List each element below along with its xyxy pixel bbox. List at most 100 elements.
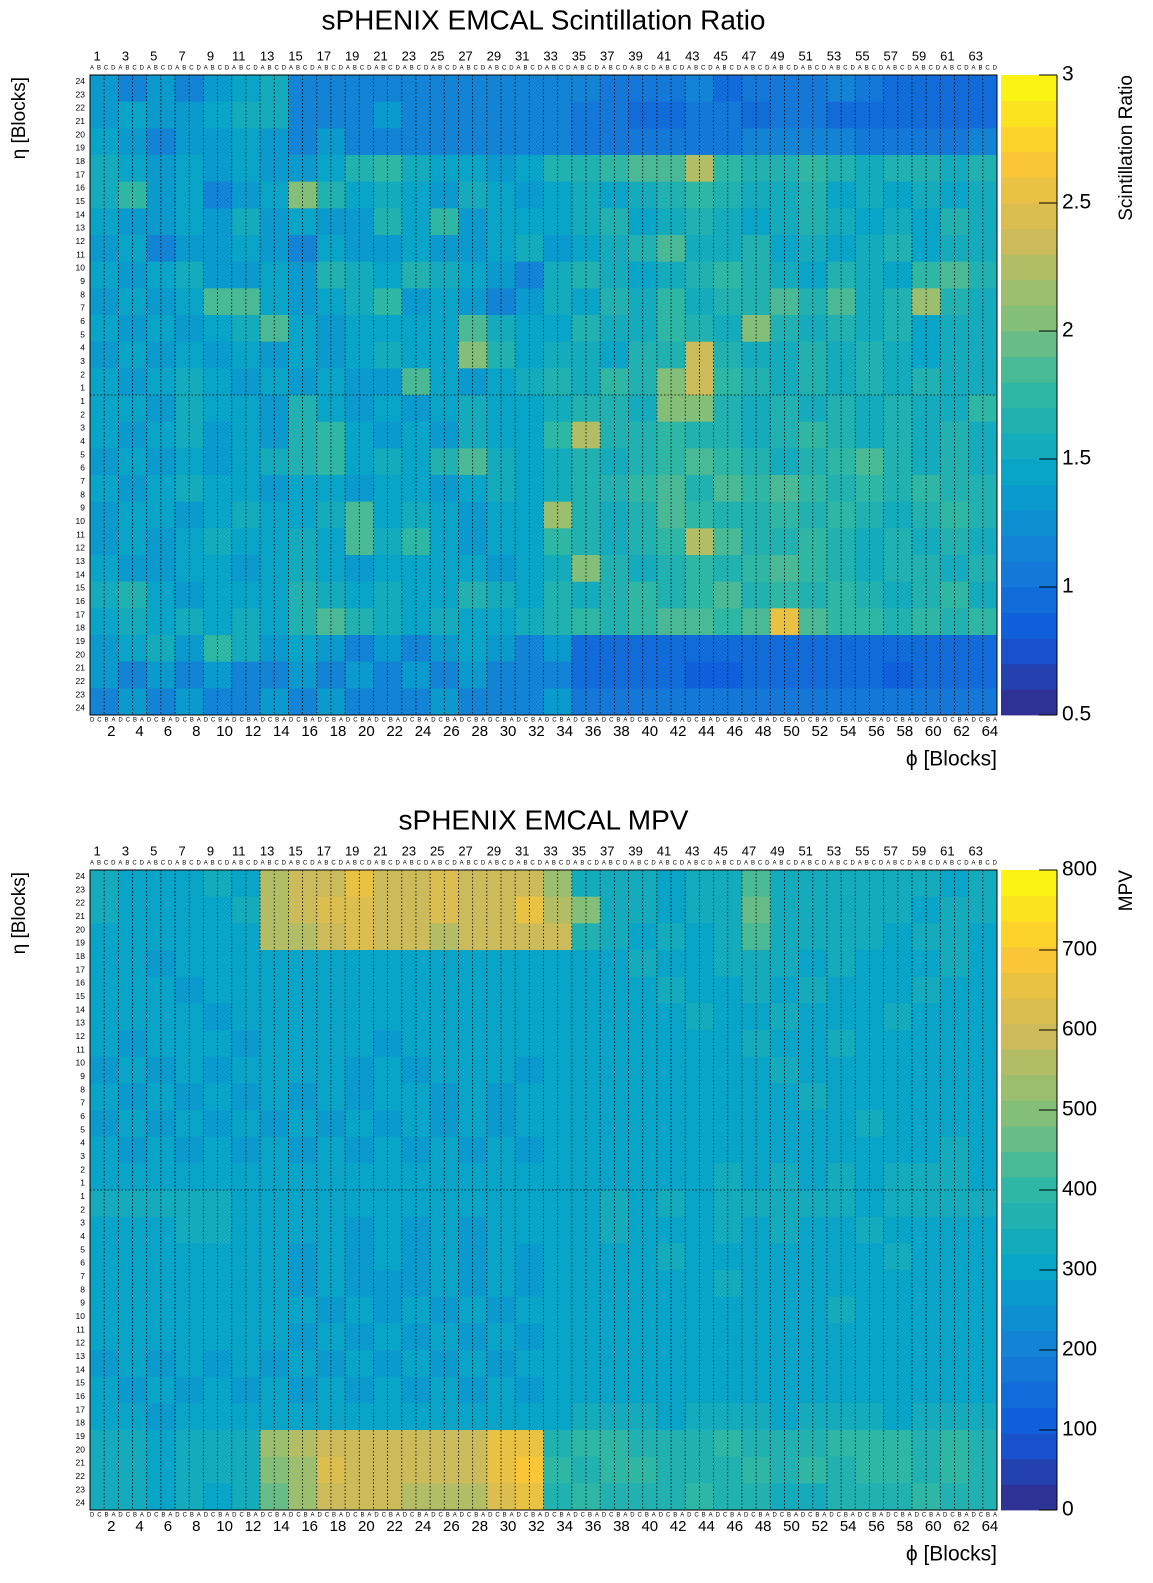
y-tick-label: 3 <box>80 423 85 433</box>
y-tick-label: 7 <box>80 303 85 313</box>
x-bottom-tick-label: 36 <box>585 1518 602 1535</box>
colorbar-step <box>1001 203 1057 229</box>
y-tick-label: 16 <box>76 1391 86 1401</box>
x-top-tick-label: 31 <box>515 48 529 63</box>
y-tick-label: 2 <box>80 409 85 419</box>
x-top-tick-label: 27 <box>458 48 472 63</box>
y-tick-label: 1 <box>80 396 85 406</box>
x-top-tick-label: 43 <box>685 843 699 858</box>
y-tick-label: 6 <box>80 463 85 473</box>
x-bottom-tick-label: 24 <box>415 1518 432 1535</box>
x-top-tick-label: 53 <box>827 48 841 63</box>
x-top-tick-label: 37 <box>600 48 614 63</box>
chart-title: sPHENIX EMCAL MPV <box>399 804 689 835</box>
x-top-tick-label: 53 <box>827 843 841 858</box>
x-top-tick-label: 47 <box>742 48 756 63</box>
y-tick-label: 4 <box>80 1138 85 1148</box>
y-tick-label: 18 <box>76 1418 86 1428</box>
colorbar-step <box>1001 1254 1057 1280</box>
colorbar-step <box>1001 561 1057 588</box>
y-tick-label: 9 <box>80 1071 85 1081</box>
x-top-tick-label: 7 <box>179 843 186 858</box>
x-bottom-tick-label: 58 <box>897 1518 914 1535</box>
x-top-tick-label: 39 <box>628 48 642 63</box>
colorbar-step <box>1001 1356 1057 1383</box>
colorbar-tick-label: 400 <box>1062 1178 1097 1201</box>
x-bottom-tick-label: 64 <box>982 723 999 740</box>
y-tick-label: 8 <box>80 489 85 499</box>
x-top-tick-label: 19 <box>345 48 359 63</box>
colorbar-tick-label: 3 <box>1062 63 1074 86</box>
x-bottom-tick-label: 40 <box>641 723 658 740</box>
x-top-tick-label: 33 <box>543 48 557 63</box>
x-bottom-tick-label: 56 <box>868 723 885 740</box>
x-top-tick-label: 51 <box>798 48 812 63</box>
x-bottom-tick-label: 16 <box>301 1518 318 1535</box>
y-tick-label: 12 <box>76 236 86 246</box>
x-top-tick-label: 47 <box>742 843 756 858</box>
x-top-tick-label: 17 <box>317 48 331 63</box>
colorbar-step <box>1001 895 1057 922</box>
colorbar-step <box>1001 689 1057 716</box>
y-axis-label: η [Blocks] <box>9 872 30 954</box>
x-bottom-tick-label: 26 <box>443 1518 460 1535</box>
plot-frame <box>89 869 998 1511</box>
x-top-tick-label: 13 <box>260 48 274 63</box>
colorbar-step <box>1001 921 1057 948</box>
x-bottom-tick-label: 36 <box>585 723 602 740</box>
x-bottom-tick-label: 28 <box>471 723 488 740</box>
colorbar-tick-label: 600 <box>1062 1018 1097 1041</box>
colorbar-tick-label: 100 <box>1062 1418 1097 1441</box>
y-tick-label: 10 <box>76 516 86 526</box>
y-tick-label: 19 <box>76 1431 86 1441</box>
x-top-tick-label: 41 <box>657 48 671 63</box>
y-tick-label: 8 <box>80 1284 85 1294</box>
colorbar-label: MPV <box>1116 870 1137 912</box>
colorbar-step <box>1001 1433 1057 1460</box>
x-bottom-tick-label: 18 <box>330 1518 347 1535</box>
x-bottom-tick-label: 4 <box>135 723 143 740</box>
y-tick-label: 16 <box>76 183 86 193</box>
colorbar-tick-label: 1.5 <box>1062 447 1091 470</box>
y-tick-label: 4 <box>80 1231 85 1241</box>
colorbar-step <box>1001 75 1057 101</box>
x-top-tick-label: 27 <box>458 843 472 858</box>
y-tick-label: 22 <box>76 103 86 113</box>
y-tick-label: 1 <box>80 383 85 393</box>
x-bottom-tick-label: 44 <box>698 723 715 740</box>
x-top-tick-label: 63 <box>969 48 983 63</box>
x-bottom-tick-label: 54 <box>840 1518 857 1535</box>
x-bottom-tick-label: 48 <box>755 1518 772 1535</box>
x-bottom-tick-label: 6 <box>164 723 172 740</box>
x-bottom-tick-label: 22 <box>386 1518 403 1535</box>
heatmap <box>90 75 998 716</box>
y-tick-label: 7 <box>80 476 85 486</box>
x-bottom-tick-label: 2 <box>107 1518 115 1535</box>
y-tick-label: 5 <box>80 1124 85 1134</box>
y-tick-label: 24 <box>76 871 86 881</box>
x-top-tick-label: 19 <box>345 843 359 858</box>
y-tick-label: 14 <box>76 209 86 219</box>
y-tick-label: 21 <box>76 116 86 126</box>
y-tick-label: 7 <box>80 1098 85 1108</box>
x-bottom-tick-label: 56 <box>868 1518 885 1535</box>
colorbar-step <box>1001 228 1057 255</box>
x-top-tick-label: 7 <box>179 48 186 63</box>
y-tick-label: 12 <box>76 1338 86 1348</box>
y-tick-label: 23 <box>76 1484 86 1494</box>
y-tick-label: 18 <box>76 156 86 166</box>
x-top-tick-label: 55 <box>855 843 869 858</box>
x-top-tick-label: 35 <box>572 48 586 63</box>
x-bottom-tick-label: 4 <box>135 1518 143 1535</box>
y-tick-label: 3 <box>80 1218 85 1228</box>
x-bottom-tick-label: 60 <box>925 1518 942 1535</box>
x-bottom-tick-label: 8 <box>192 1518 200 1535</box>
colorbar-step <box>1001 382 1057 409</box>
y-tick-label: 10 <box>76 1311 86 1321</box>
y-tick-label: 19 <box>76 938 86 948</box>
x-bottom-tick-label: 32 <box>528 1518 545 1535</box>
y-tick-label: 9 <box>80 276 85 286</box>
y-tick-label: 3 <box>80 356 85 366</box>
x-top-tick-label: 23 <box>402 843 416 858</box>
